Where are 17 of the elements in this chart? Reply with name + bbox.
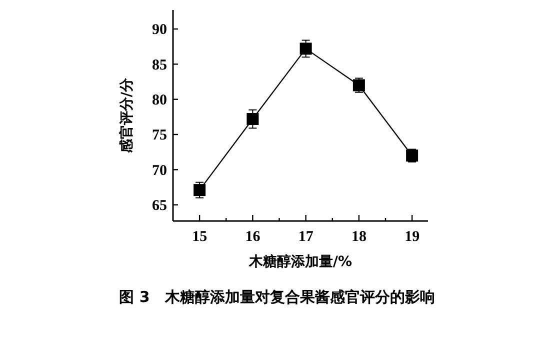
x-tick-label: 17: [298, 229, 314, 245]
y-tick-label: 65: [152, 198, 167, 214]
point: [246, 113, 259, 126]
caption: 图 3 木糖醇添加量对复合果酱感官评分的影响: [119, 288, 435, 306]
y-tick-label: 75: [152, 128, 167, 144]
x-tick-label: 19: [404, 229, 420, 245]
x-tick-label: 16: [245, 229, 261, 245]
x-tick-label: 15: [192, 229, 208, 245]
x-tick-label: 18: [351, 229, 366, 245]
y-tick-label: 85: [152, 57, 167, 74]
y-axis-title: 感官评分/分: [118, 76, 135, 154]
y-tick-label: 70: [152, 162, 167, 179]
y-tick-label: 90: [152, 22, 167, 38]
point: [300, 42, 312, 55]
y-tick-label: 80: [152, 92, 167, 109]
x-axis-title: 木糖醇添加量/%: [248, 253, 352, 270]
point: [194, 184, 206, 196]
